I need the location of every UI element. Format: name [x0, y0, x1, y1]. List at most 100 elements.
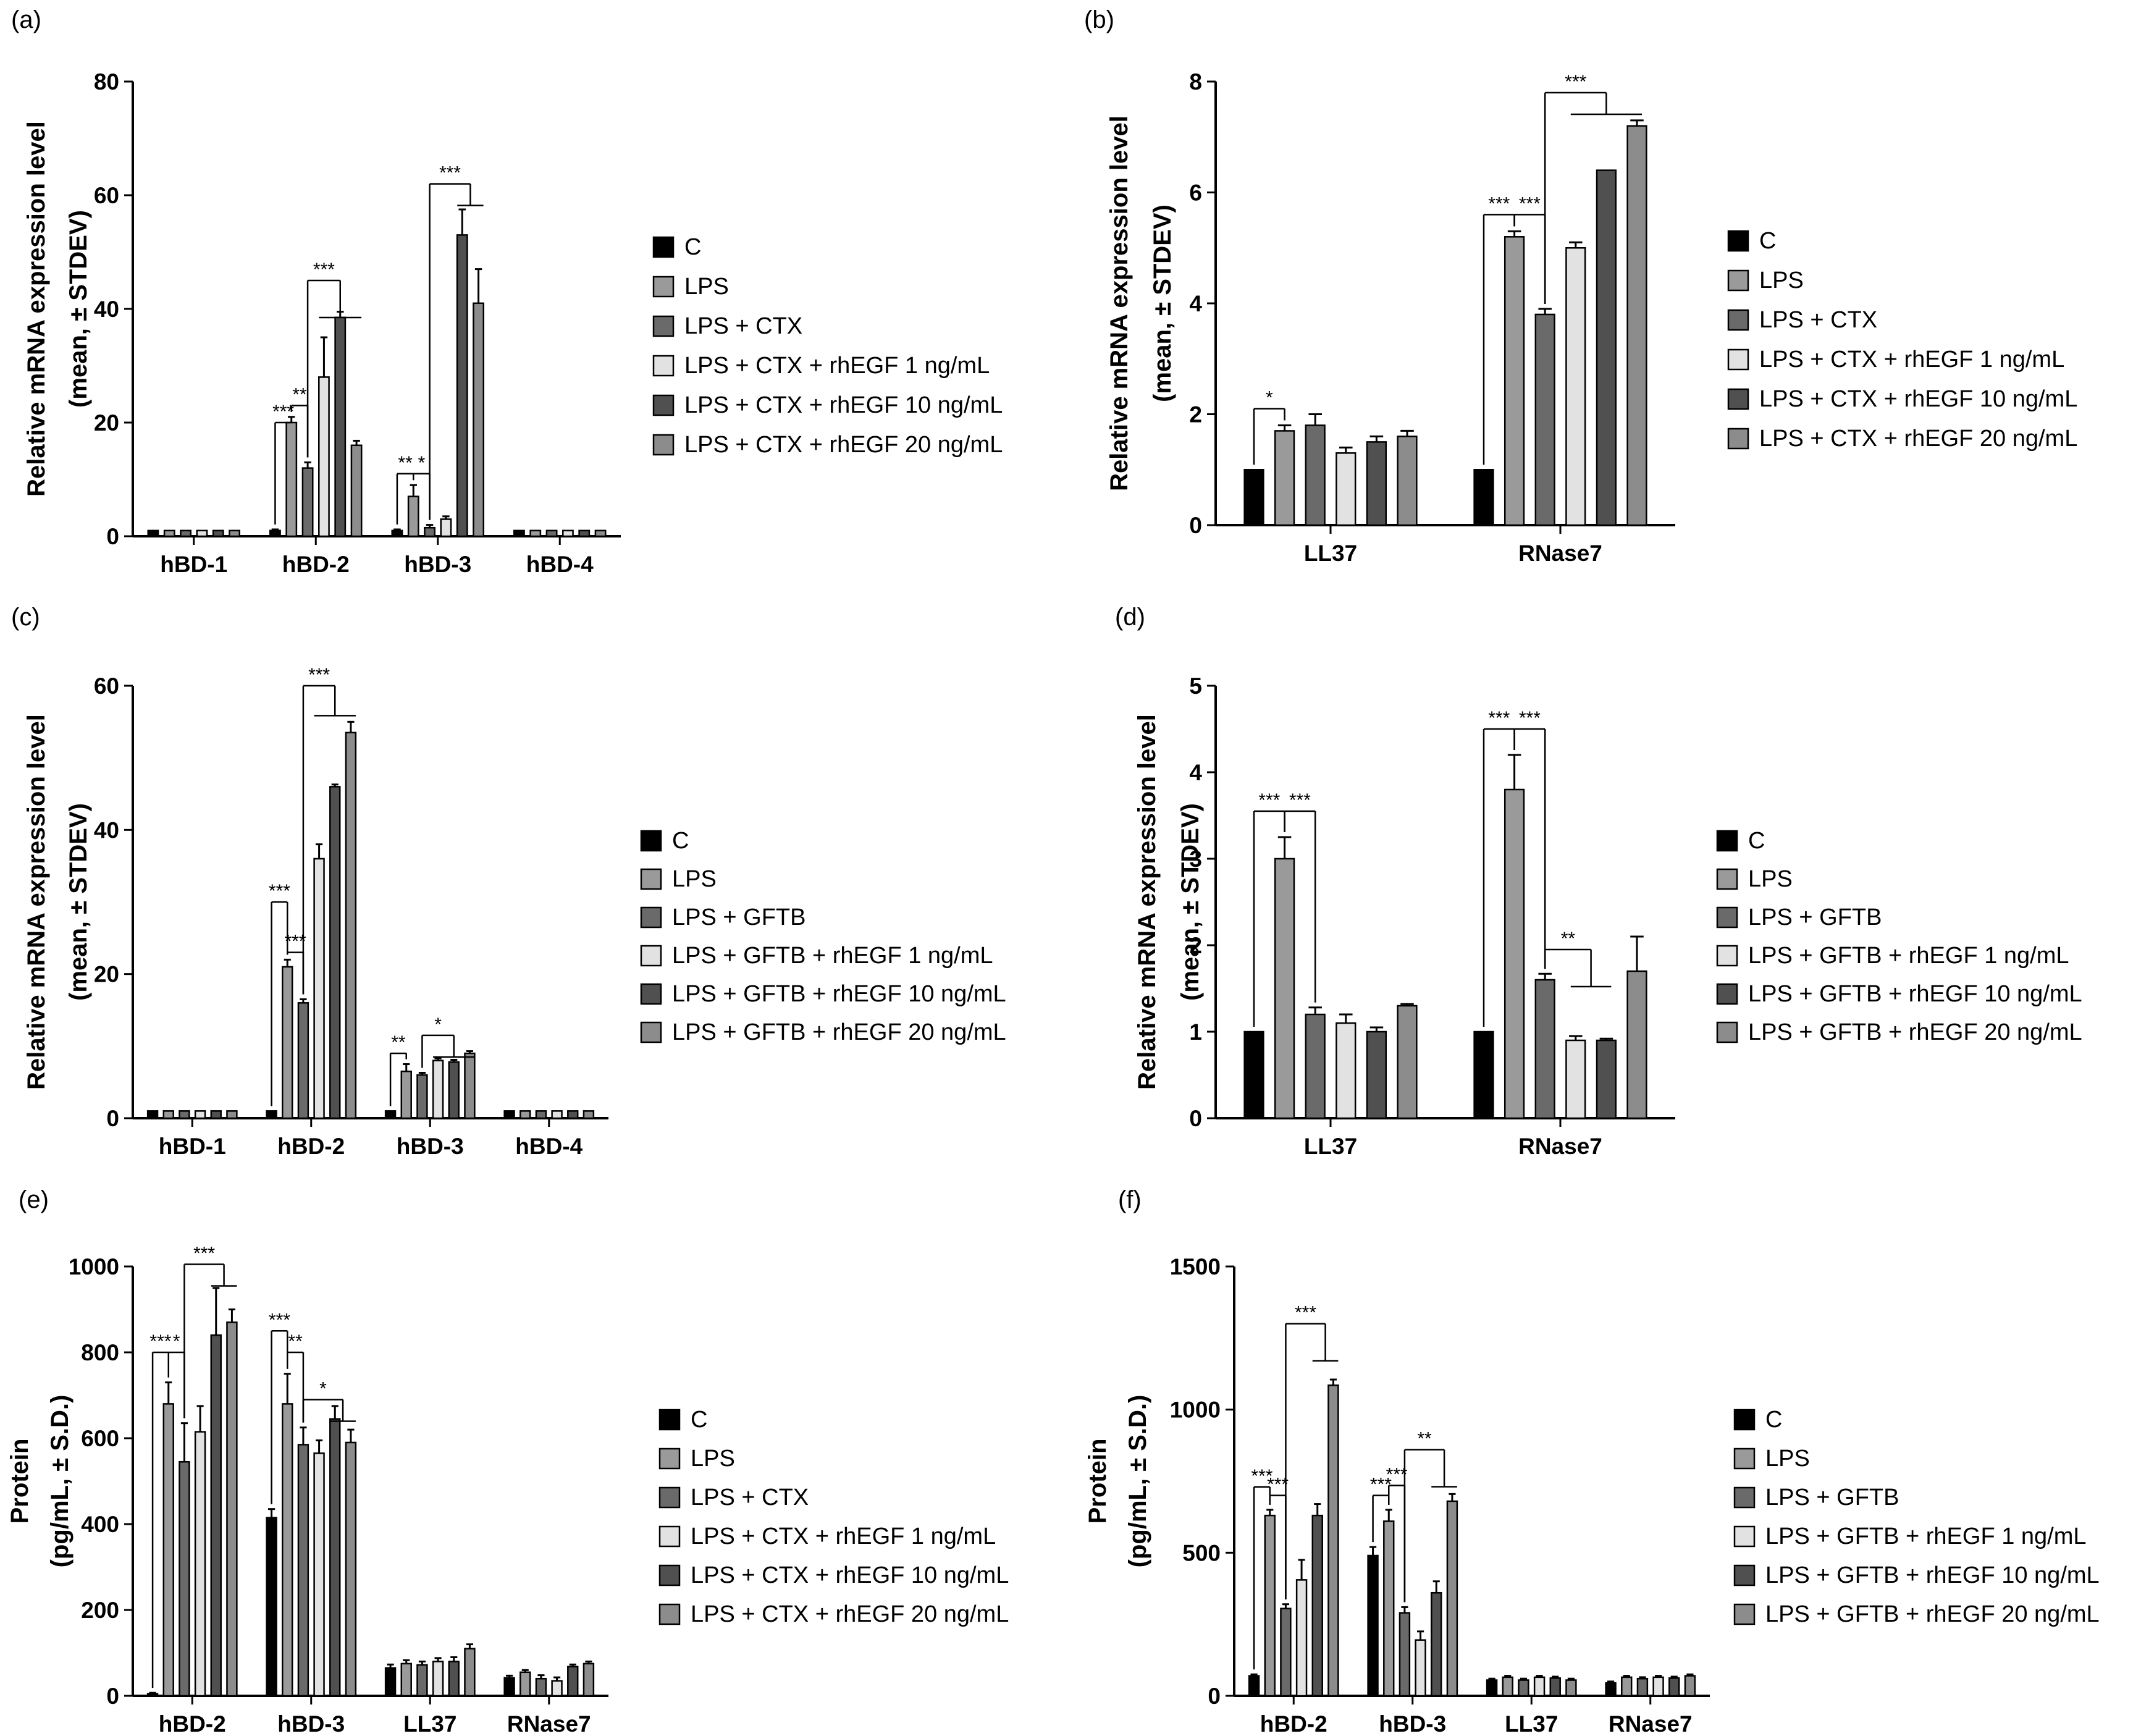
legend-item: LPS + CTX + rhEGF 1 ng/mL — [1727, 347, 2064, 373]
bar — [1533, 1676, 1546, 1697]
significance-label: ** — [288, 1331, 303, 1352]
significance-bracket: *** — [1544, 72, 1642, 304]
bar — [269, 529, 281, 537]
legend-swatch — [658, 1603, 681, 1625]
significance-label: * — [1266, 388, 1273, 408]
significance-label: * — [434, 1014, 442, 1035]
y-tick-label: 600 — [81, 1426, 119, 1451]
legend-item: LPS + GFTB + rhEGF 1 ng/mL — [1733, 1523, 2087, 1549]
legend-label: LPS + CTX + rhEGF 20 ng/mL — [1759, 426, 2077, 452]
significance-label: *** — [1519, 193, 1541, 214]
bar — [282, 1403, 293, 1697]
bar — [400, 1662, 412, 1697]
y-tick-label: 20 — [94, 410, 119, 436]
bar — [1335, 452, 1357, 526]
legend-swatch — [652, 236, 675, 258]
legend-item: C — [640, 828, 689, 854]
bar — [1397, 1005, 1418, 1119]
legend-label: LPS + GFTB + rhEGF 20 ng/mL — [672, 1019, 1006, 1045]
bar — [1626, 970, 1647, 1119]
y-axis-title: (mean, ± STDEV) — [65, 803, 92, 1001]
bar — [313, 857, 325, 1119]
legend-label: LPS + GFTB + rhEGF 10 ng/mL — [1765, 1562, 2100, 1588]
significance-bracket: * — [1253, 388, 1285, 465]
panel-label: (a) — [11, 6, 41, 33]
legend-label: LPS + GFTB — [1748, 904, 1882, 930]
legend-label: LPS + CTX — [1759, 307, 1877, 333]
legend-label: LPS — [1759, 268, 1804, 293]
bar — [1605, 1682, 1617, 1697]
bar — [297, 1444, 309, 1697]
y-tick-label: 4 — [1189, 760, 1202, 785]
bar — [146, 1110, 159, 1119]
legend-swatch — [640, 830, 662, 852]
significance-label: *** — [313, 259, 335, 280]
legend-label: LPS — [672, 866, 717, 892]
bar — [210, 1334, 222, 1697]
bar — [1636, 1677, 1649, 1697]
x-tick-label: RNase7 — [1609, 1711, 1693, 1736]
bar — [473, 302, 484, 537]
bar — [432, 1661, 444, 1697]
bar — [384, 1110, 397, 1119]
bar — [551, 1110, 563, 1119]
bar — [297, 1002, 309, 1119]
bar — [529, 529, 542, 537]
y-tick-label: 6 — [1189, 180, 1202, 206]
bar — [1311, 1514, 1323, 1697]
bar — [1504, 788, 1525, 1119]
bar — [594, 529, 607, 537]
bar — [196, 529, 208, 537]
bar — [456, 234, 468, 537]
bar — [519, 1671, 531, 1697]
legend-label: C — [691, 1407, 707, 1433]
significance-label: * — [173, 1331, 180, 1352]
significance-label: *** — [1251, 1466, 1272, 1486]
legend-item: LPS + GFTB + rhEGF 10 ng/mL — [1716, 981, 2082, 1007]
legend-swatch — [1716, 1021, 1738, 1043]
bar — [1243, 469, 1264, 526]
bar — [1305, 1013, 1326, 1119]
significance-label: ** — [292, 384, 307, 405]
bar — [163, 529, 175, 537]
bar — [226, 1321, 238, 1697]
x-tick-label: hBD-4 — [526, 552, 594, 577]
legend-label: C — [1765, 1407, 1782, 1433]
significance-bracket: *** — [429, 163, 484, 520]
legend-swatch — [1733, 1486, 1756, 1509]
significance-label: ** — [391, 1032, 406, 1053]
legend-swatch — [1727, 348, 1749, 371]
bar — [583, 1662, 595, 1697]
bar — [1295, 1579, 1308, 1697]
x-tick-label: hBD-2 — [277, 1134, 345, 1159]
y-axis-title: Relative mRNA expression level — [23, 121, 50, 497]
legend-swatch — [640, 906, 662, 929]
y-tick-label: 8 — [1189, 69, 1202, 95]
bar — [1473, 1030, 1494, 1119]
legend-item: LPS — [1733, 1446, 1810, 1472]
legend-item: LPS + GFTB — [1733, 1485, 1899, 1511]
bar — [545, 529, 558, 537]
bar — [551, 1680, 563, 1697]
bar — [1327, 1384, 1339, 1697]
bar — [1415, 1639, 1426, 1697]
bar — [229, 529, 240, 537]
bar — [440, 518, 452, 537]
bar — [1684, 1675, 1696, 1697]
bar — [345, 731, 357, 1119]
legend-label: LPS — [1748, 866, 1793, 892]
legend-swatch — [652, 315, 675, 337]
legend-swatch — [658, 1409, 681, 1431]
y-axis-title: (pg/mL, ± S.D.) — [1124, 1395, 1151, 1568]
bar — [562, 529, 574, 537]
legend-item: C — [1727, 228, 1776, 254]
significance-bracket: *** — [1284, 790, 1316, 1003]
panel-b: (b) Relative mRNA expression level (mean, … — [1084, 6, 2077, 566]
legend-swatch — [658, 1564, 681, 1586]
bar — [1652, 1676, 1664, 1697]
legend-swatch — [1716, 830, 1738, 852]
bar — [179, 1460, 190, 1697]
bar — [266, 1110, 277, 1119]
bar — [1668, 1677, 1680, 1697]
